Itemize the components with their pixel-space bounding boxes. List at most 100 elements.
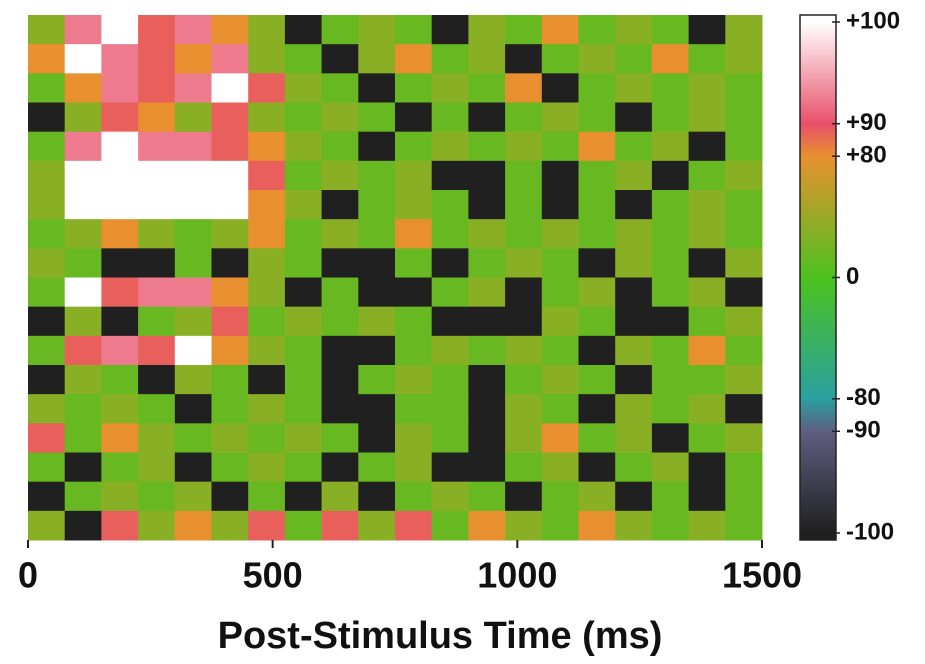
- heatmap-cell: [358, 15, 396, 45]
- heatmap-cell: [431, 131, 469, 162]
- heatmap-cell: [101, 219, 139, 249]
- heatmap-cell: [358, 160, 396, 191]
- heatmap-cell: [211, 510, 249, 541]
- heatmap-cell: [688, 423, 726, 453]
- heatmap-cell: [28, 510, 66, 541]
- heatmap-cell: [578, 102, 616, 133]
- colorbar-tick-label: +100: [846, 7, 900, 34]
- heatmap-cell: [211, 365, 249, 395]
- heatmap-cell: [174, 365, 212, 395]
- heatmap-cell: [651, 15, 690, 45]
- heatmap-cell: [358, 73, 396, 103]
- heatmap-cell: [395, 73, 433, 103]
- heatmap-cell: [138, 15, 176, 45]
- heatmap-cell: [321, 131, 359, 162]
- heatmap-cell: [615, 219, 653, 249]
- heatmap-cell: [505, 73, 543, 103]
- heatmap-cell: [211, 190, 249, 220]
- heatmap-cell: [248, 219, 286, 249]
- heatmap-cell: [541, 160, 579, 191]
- heatmap-cell: [688, 44, 726, 74]
- heatmap-cell: [284, 219, 323, 249]
- heatmap-cell: [725, 277, 763, 308]
- heatmap-cell: [578, 335, 616, 366]
- heatmap-cell: [615, 15, 653, 45]
- heatmap-cell: [505, 131, 543, 162]
- heatmap-cell: [541, 394, 579, 424]
- heatmap-cell: [358, 481, 396, 512]
- heatmap-cell: [211, 306, 249, 337]
- heatmap-cell: [138, 160, 176, 191]
- heatmap-cell: [578, 219, 616, 249]
- heatmap-cell: [174, 277, 212, 308]
- heatmap-cell: [64, 452, 102, 483]
- heatmap-cell: [505, 15, 543, 45]
- heatmap-cell: [468, 131, 506, 162]
- heatmap-cell: [725, 44, 763, 74]
- heatmap-cell: [578, 44, 616, 74]
- heatmap-cell: [395, 423, 433, 453]
- heatmap-cell: [541, 423, 579, 453]
- heatmap-cell: [101, 44, 139, 74]
- heatmap-cell: [578, 248, 616, 278]
- heatmap-cell: [725, 131, 763, 162]
- heatmap-cell: [431, 160, 469, 191]
- heatmap-cell: [688, 452, 726, 483]
- heatmap-cell: [28, 190, 66, 220]
- heatmap-cell: [505, 481, 543, 512]
- heatmap-cell: [615, 394, 653, 424]
- heatmap-cell: [651, 277, 690, 308]
- heatmap-cell: [431, 481, 469, 512]
- heatmap-cell: [725, 306, 763, 337]
- heatmap-cell: [64, 394, 102, 424]
- heatmap-cell: [138, 510, 176, 541]
- heatmap-cell: [64, 423, 102, 453]
- heatmap-cell: [358, 423, 396, 453]
- heatmap-cell: [28, 277, 66, 308]
- heatmap-cell: [651, 102, 690, 133]
- heatmap-cell: [651, 452, 690, 483]
- heatmap-cell: [101, 481, 139, 512]
- heatmap-cell: [28, 160, 66, 191]
- heatmap-cell: [138, 335, 176, 366]
- heatmap-cell: [211, 219, 249, 249]
- heatmap-cell: [395, 190, 433, 220]
- heatmap-cell: [541, 277, 579, 308]
- heatmap-cell: [284, 102, 323, 133]
- heatmap-cell: [615, 510, 653, 541]
- heatmap-cell: [615, 131, 653, 162]
- heatmap-cell: [541, 15, 579, 45]
- heatmap-cell: [174, 131, 212, 162]
- heatmap-cell: [64, 44, 102, 74]
- heatmap-cell: [541, 481, 579, 512]
- heatmap-cell: [725, 15, 763, 45]
- heatmap-cell: [651, 335, 690, 366]
- heatmap-cell: [725, 219, 763, 249]
- heatmap-cell: [541, 131, 579, 162]
- heatmap-cell: [358, 452, 396, 483]
- heatmap-cell: [615, 73, 653, 103]
- heatmap-cell: [468, 277, 506, 308]
- heatmap-cell: [688, 102, 726, 133]
- heatmap-cell: [468, 423, 506, 453]
- heatmap-cell: [28, 131, 66, 162]
- heatmap-cell: [211, 423, 249, 453]
- heatmap-cell: [505, 277, 543, 308]
- heatmap-cell: [541, 102, 579, 133]
- heatmap-cell: [101, 73, 139, 103]
- heatmap-cell: [28, 365, 66, 395]
- heatmap-cell: [248, 335, 286, 366]
- heatmap-cell: [248, 190, 286, 220]
- heatmap-cell: [468, 335, 506, 366]
- heatmap-cell: [725, 423, 763, 453]
- heatmap-cell: [615, 306, 653, 337]
- heatmap: [28, 15, 763, 541]
- heatmap-cell: [174, 160, 212, 191]
- heatmap-cell: [284, 394, 323, 424]
- heatmap-cell: [101, 335, 139, 366]
- heatmap-cell: [395, 15, 433, 45]
- heatmap-cell: [431, 277, 469, 308]
- heatmap-cell: [468, 481, 506, 512]
- heatmap-cell: [358, 277, 396, 308]
- heatmap-cell: [578, 277, 616, 308]
